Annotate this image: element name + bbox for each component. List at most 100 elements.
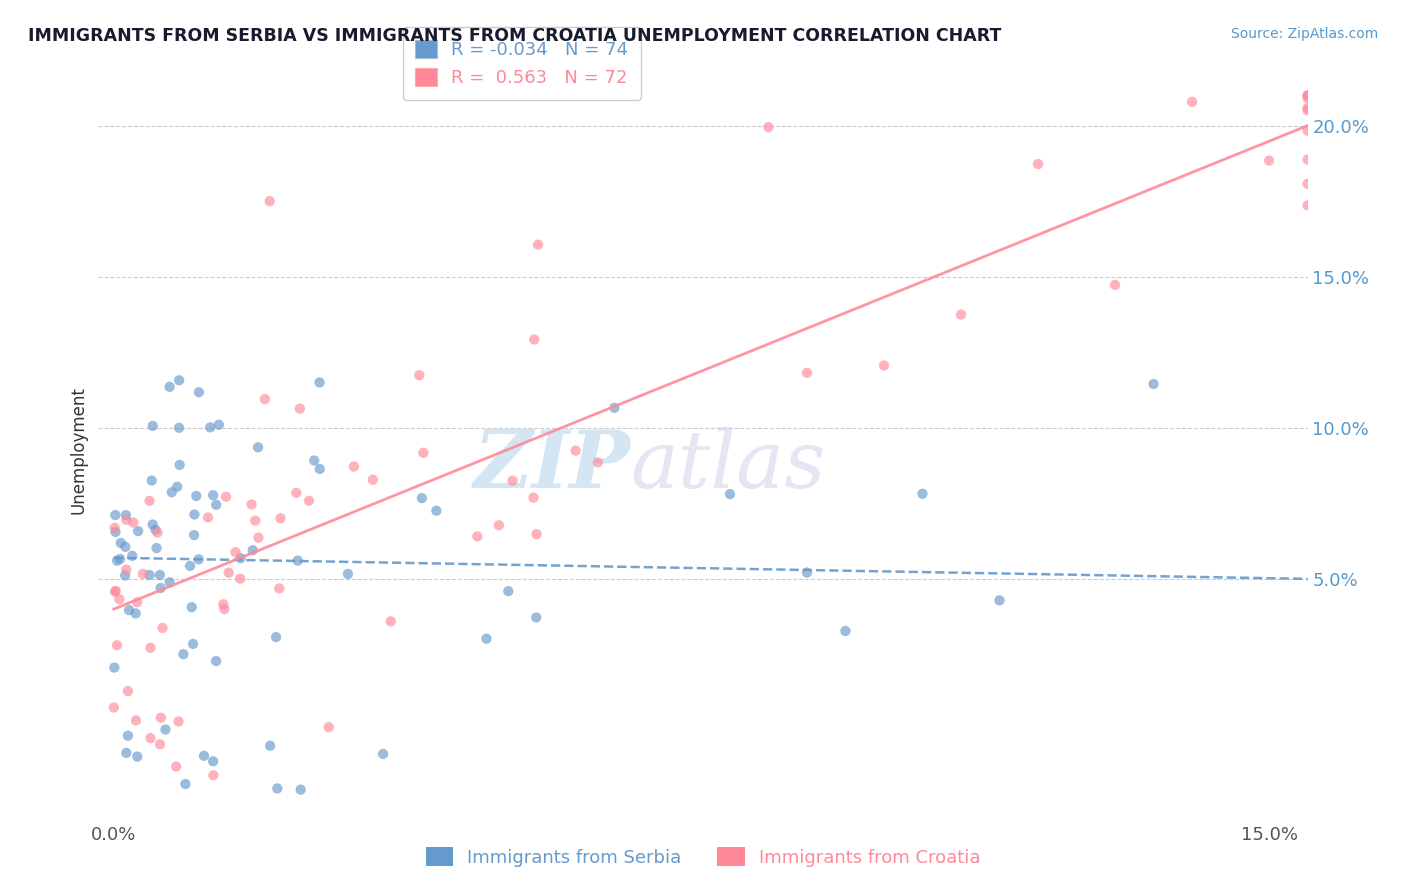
Point <box>145 523 167 537</box>
Point <box>105 554 128 568</box>
Point <box>873 359 896 373</box>
Point <box>115 746 138 760</box>
Text: IMMIGRANTS FROM SERBIA VS IMMIGRANTS FROM CROATIA UNEMPLOYMENT CORRELATION CHART: IMMIGRANTS FROM SERBIA VS IMMIGRANTS FRO… <box>28 27 1001 45</box>
Point <box>1296 198 1319 212</box>
Point <box>167 714 190 729</box>
Point <box>488 518 510 533</box>
Point <box>117 729 139 743</box>
Point <box>108 552 131 566</box>
Point <box>522 491 544 505</box>
Point <box>104 584 127 599</box>
Point <box>1296 88 1319 103</box>
Point <box>127 749 149 764</box>
Point <box>408 368 430 383</box>
Point <box>526 527 548 541</box>
Point <box>214 602 236 616</box>
Point <box>172 647 194 661</box>
Point <box>988 593 1011 607</box>
Point <box>215 490 238 504</box>
Point <box>139 731 162 746</box>
Point <box>127 595 149 609</box>
Point <box>104 521 127 535</box>
Point <box>343 459 366 474</box>
Point <box>186 489 208 503</box>
Point <box>1104 277 1126 292</box>
Point <box>298 493 321 508</box>
Point <box>138 568 160 582</box>
Point <box>103 660 125 674</box>
Point <box>834 624 856 638</box>
Point <box>285 485 308 500</box>
Point <box>498 584 520 599</box>
Point <box>259 739 281 753</box>
Point <box>253 392 276 406</box>
Point <box>225 545 247 559</box>
Point <box>110 536 132 550</box>
Point <box>229 572 252 586</box>
Point <box>1296 124 1319 138</box>
Point <box>169 458 191 472</box>
Point <box>114 540 136 554</box>
Point <box>117 684 139 698</box>
Point <box>127 524 149 538</box>
Point <box>141 474 163 488</box>
Point <box>118 603 141 617</box>
Point <box>603 401 626 415</box>
Point <box>502 474 524 488</box>
Point <box>308 376 330 390</box>
Point <box>266 781 288 796</box>
Text: Source: ZipAtlas.com: Source: ZipAtlas.com <box>1230 27 1378 41</box>
Point <box>269 511 291 525</box>
Point <box>149 737 172 751</box>
Point <box>132 566 155 581</box>
Point <box>108 592 131 607</box>
Point <box>247 531 270 545</box>
Point <box>159 575 181 590</box>
Point <box>1296 101 1319 115</box>
Legend: R = -0.034   N = 74, R =  0.563   N = 72: R = -0.034 N = 74, R = 0.563 N = 72 <box>402 27 641 100</box>
Point <box>138 493 160 508</box>
Point <box>218 566 240 580</box>
Point <box>197 510 219 524</box>
Point <box>950 308 973 322</box>
Point <box>183 508 205 522</box>
Point <box>411 491 433 505</box>
Point <box>122 516 145 530</box>
Point <box>524 610 547 624</box>
Y-axis label: Unemployment: Unemployment <box>69 386 87 515</box>
Point <box>115 513 138 527</box>
Point <box>290 782 312 797</box>
Point <box>758 120 780 135</box>
Point <box>247 440 270 454</box>
Point <box>527 237 550 252</box>
Point <box>212 597 235 611</box>
Point <box>718 487 741 501</box>
Point <box>796 366 818 380</box>
Point <box>179 558 201 573</box>
Point <box>152 621 174 635</box>
Legend: Immigrants from Serbia, Immigrants from Croatia: Immigrants from Serbia, Immigrants from … <box>419 840 987 874</box>
Point <box>412 446 434 460</box>
Point <box>1026 157 1049 171</box>
Point <box>149 568 172 582</box>
Point <box>202 754 225 768</box>
Point <box>205 498 228 512</box>
Point <box>193 748 215 763</box>
Point <box>287 553 309 567</box>
Point <box>103 700 125 714</box>
Point <box>155 723 177 737</box>
Text: atlas: atlas <box>630 426 825 504</box>
Point <box>259 194 281 209</box>
Point <box>264 630 287 644</box>
Point <box>104 583 127 598</box>
Point <box>361 473 384 487</box>
Point <box>181 637 204 651</box>
Point <box>475 632 498 646</box>
Point <box>1181 95 1204 109</box>
Point <box>269 582 291 596</box>
Point <box>104 524 127 539</box>
Point <box>302 453 325 467</box>
Point <box>586 455 609 469</box>
Point <box>200 420 222 434</box>
Point <box>380 615 402 629</box>
